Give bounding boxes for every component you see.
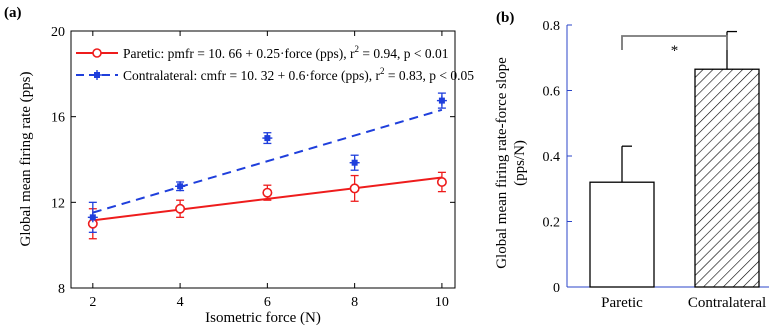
panel-a-plot-frame [70,30,456,289]
point-contralateral [436,95,447,106]
panel-a-x-axis-label: Isometric force (N) [205,310,321,326]
legend-paretic-text: Paretic: pmfr = 10. 66 + 0.25·force (pps… [123,44,449,61]
significance-star: * [671,43,679,59]
panel-b-y-ticks: 0 0.2 0.4 0.6 0.8 [543,19,572,296]
panel-a-y-ticks: 8 12 16 20 [51,25,455,297]
b-y-tick-label: 0 [553,281,560,296]
b-y-tick-label: 0.6 [543,85,561,100]
panel-b: (b) 0 0.2 0.4 0.6 0.8 Global mean firing rat… [494,10,769,311]
panel-a-label: (a) [4,5,22,21]
panel-b-y-axis-label-line2: (pps/N) [512,140,528,186]
fit-line-contralateral [92,108,443,214]
a-x-tick-label: 8 [351,295,358,310]
bar-contralateral [694,68,760,288]
b-y-tick-label: 0.2 [543,216,561,231]
point-contralateral [349,157,360,168]
legend-item-contralateral: Contralateral: cmfr = 10. 32 + 0.6·force… [76,66,474,83]
panel-a-y-axis-label: Global mean firing rate (pps) [18,72,34,247]
a-x-tick-label: 10 [435,295,449,310]
a-y-tick-label: 20 [51,25,65,40]
a-x-tick-label: 2 [89,295,96,310]
a-x-tick-label: 4 [177,295,184,310]
b-y-tick-label: 0.4 [543,150,561,165]
point-contralateral [175,181,186,192]
panel-b-bars [589,68,760,288]
panel-a-markers [87,95,447,229]
b-x-tick-label: Contralateral [688,295,766,311]
panel-a-fit-lines [92,108,443,222]
point-contralateral [87,212,98,223]
b-x-tick-label: Paretic [601,295,643,311]
significance-bracket-line [621,35,728,50]
point-paretic [175,203,186,214]
bar-paretic [589,181,655,288]
panel-b-y-axis-label-line1: Global mean firing rate-force slope [494,57,510,269]
significance-bracket: * [621,35,728,59]
legend-contralateral-marker [92,70,102,80]
a-x-tick-label: 6 [264,295,271,310]
point-paretic [436,176,447,187]
point-paretic [262,187,273,198]
panel-a-x-ticks: 2 4 6 8 10 [89,31,449,310]
panel-a-legend: Paretic: pmfr = 10. 66 + 0.25·force (pps… [76,44,474,83]
bar-error-paretic [621,145,632,183]
a-y-tick-label: 12 [51,196,65,211]
legend-contralateral-text: Contralateral: cmfr = 10. 32 + 0.6·force… [123,66,474,83]
legend-item-paretic: Paretic: pmfr = 10. 66 + 0.25·force (pps… [76,44,449,61]
panel-a-error-bars [88,92,446,240]
a-y-tick-label: 8 [58,282,65,297]
b-y-tick-label: 0.8 [543,19,561,34]
panel-b-x-tick-labels: Paretic Contralateral [601,295,766,311]
point-contralateral [262,133,273,144]
bar-error-contralateral [726,30,737,70]
a-y-tick-label: 16 [51,111,65,126]
legend-paretic-marker [92,48,102,58]
point-paretic [349,183,360,194]
panel-b-label: (b) [496,10,514,26]
